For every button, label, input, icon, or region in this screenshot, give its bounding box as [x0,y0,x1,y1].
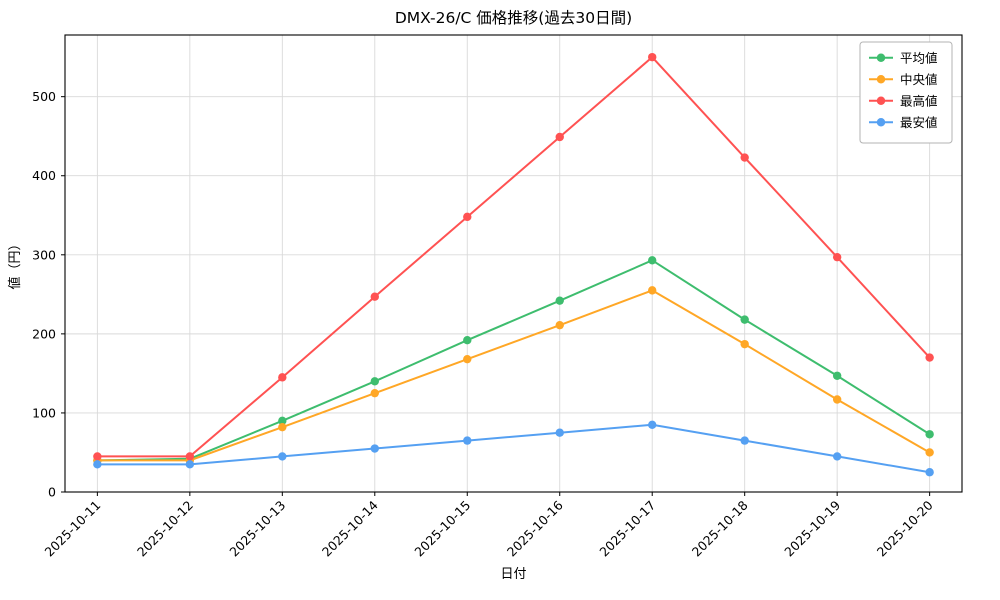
series-line [96,259,931,462]
x-tick-label: 2025-10-11 [42,498,104,560]
legend-marker [876,53,886,62]
legend-label: 平均値 [900,50,938,65]
data-point [278,422,287,432]
data-point [185,460,195,469]
legend-label: 中央値 [900,72,938,87]
chart-title: DMX-26/C 価格推移(過去30日間) [395,9,632,27]
data-point [93,460,102,469]
data-point [648,286,657,295]
data-point [370,292,379,301]
series-line [96,56,931,458]
data-point [648,256,657,265]
data-point [925,353,934,362]
data-point [370,444,379,453]
data-point [463,354,472,364]
data-point [555,320,564,330]
x-tick-label: 2025-10-19 [781,497,843,559]
x-tick-label: 2025-10-12 [134,498,196,560]
y-tick-label: 400 [32,168,56,183]
legend-label: 最高値 [900,93,938,108]
data-point [370,377,379,386]
data-point [832,371,842,380]
y-tick-label: 200 [32,326,56,341]
legend-marker [876,75,886,84]
legend-box [859,41,953,144]
x-tick-label: 2025-10-18 [689,497,751,559]
y-tick-label: 300 [32,247,56,262]
data-point [740,339,749,349]
data-point [925,448,934,457]
x-tick-label: 2025-10-14 [319,497,381,559]
data-point [370,388,379,398]
data-point [648,420,657,429]
data-point [463,335,472,345]
data-point [93,452,102,461]
x-axis-label: 日付 [500,567,526,582]
data-point [185,452,195,461]
data-point [832,452,842,461]
x-tick-label: 2025-10-17 [596,498,658,560]
x-axis: 2025-10-11 2025-10-12 2025-10-13 2025-10-14… [42,492,936,559]
y-tick-label: 100 [32,405,56,420]
data-point [925,468,934,477]
data-point [555,428,564,437]
data-point [463,212,472,222]
x-tick-label: 2025-10-16 [504,497,566,559]
y-tick-label: 0 [48,485,56,500]
series-max [93,52,934,461]
data-point [555,296,564,305]
x-tick-label: 2025-10-13 [226,498,288,560]
data-point [832,252,842,262]
data-point [648,52,657,62]
plot-background [65,35,962,492]
y-axis: 0 100 200 300 400 500 [32,89,65,500]
series-line [96,289,931,462]
legend-marker [876,96,886,105]
data-point [278,416,287,426]
x-tick-label: 2025-10-20 [874,497,936,559]
series-min [93,420,934,477]
y-tick-label: 500 [32,89,56,104]
legend-label: 最安値 [900,115,938,130]
data-point [278,373,287,382]
legend-marker [876,118,886,127]
axes-box [64,34,963,493]
data-point [463,436,472,445]
y-axis-label: 値（円） [7,237,23,289]
data-point [925,430,934,439]
data-point [832,395,842,404]
series-line [96,423,931,474]
data-point [740,315,749,324]
data-point [278,452,287,461]
data-point [555,132,564,142]
x-tick-label: 2025-10-15 [411,498,473,560]
data-point [740,153,749,162]
data-point [740,436,749,445]
